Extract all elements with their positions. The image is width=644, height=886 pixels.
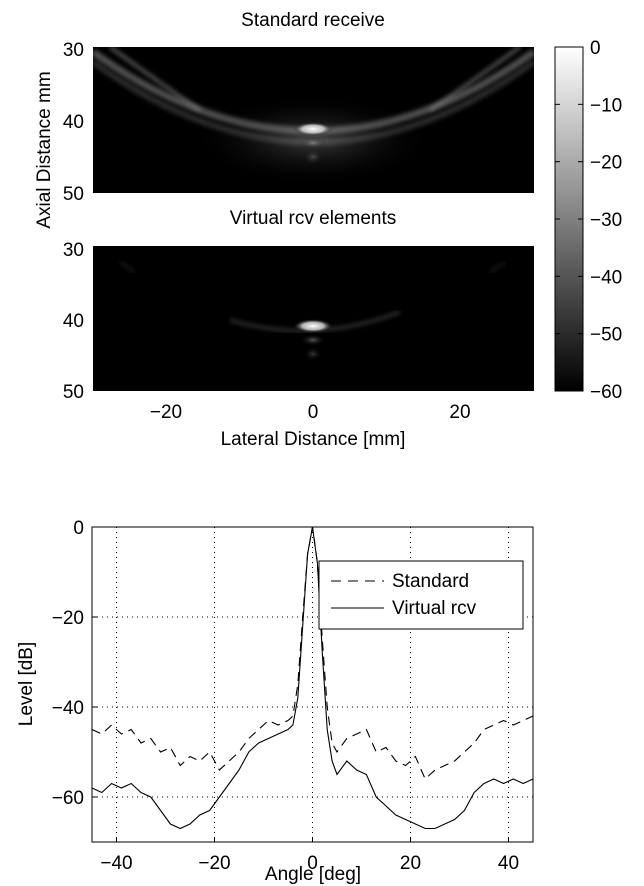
standard-receive-title: Standard receive (241, 10, 385, 31)
virtual-xtick: −20 (150, 402, 182, 423)
legend-label-virtual: Virtual rcv (392, 598, 477, 619)
virtual-rcv-features (119, 260, 506, 361)
colorbar: 0 −10 −20 −30 −40 −50 −60 (554, 38, 622, 403)
y-tick-label: −40 (52, 698, 84, 719)
legend-box (318, 560, 524, 630)
colorbar-tick-label: −10 (590, 95, 622, 116)
y-tick-label: −60 (52, 788, 84, 809)
x-tick-label: 0 (307, 853, 318, 874)
standard-ytick: 50 (63, 184, 84, 205)
virtual-ytick: 30 (63, 240, 84, 261)
standard-receive-panel: Standard receive 30 40 50 (63, 10, 534, 205)
x-tick-label: −40 (100, 853, 132, 874)
virtual-rcv-panel: Virtual rcv elements 30 40 50 −20 0 20 L… (63, 208, 534, 450)
x-tick-label: −20 (198, 853, 230, 874)
virtual-rcv-title: Virtual rcv elements (230, 208, 397, 229)
x-tick-label: 40 (498, 853, 519, 874)
series-line-virtual-rcv (91, 526, 534, 830)
axial-distance-label: Axial Distance mm (34, 71, 55, 228)
colorbar-tick-label: −20 (590, 153, 622, 174)
virtual-hot-spot (293, 319, 333, 333)
virtual-ytick: 50 (63, 382, 84, 403)
y-tick-label: −20 (52, 608, 84, 629)
colorbar-tick-label: −40 (590, 267, 622, 288)
standard-ytick: 40 (63, 112, 84, 133)
standard-ytick: 30 (63, 40, 84, 61)
legend-label-standard: Standard (392, 571, 469, 592)
y-tick-label: 0 (73, 518, 84, 539)
x-tick-labels: −40 −20 0 20 40 (100, 853, 519, 874)
virtual-ytick: 40 (63, 311, 84, 332)
standard-hot-spot (293, 122, 333, 136)
level-axis-label: Level [dB] (16, 642, 37, 727)
virtual-xtick: 0 (308, 402, 319, 423)
colorbar-tick-label: 0 (590, 38, 601, 59)
y-tick-labels: 0 −20 −40 −60 (52, 518, 84, 809)
standard-receive-features (93, 47, 534, 185)
x-tick-label: 20 (400, 853, 421, 874)
colorbar-ticks: 0 −10 −20 −30 −40 −50 −60 (555, 38, 622, 403)
colorbar-tick-label: −60 (590, 382, 622, 403)
virtual-xtick: 20 (449, 402, 470, 423)
legend: Standard Virtual rcv (318, 560, 524, 630)
lateral-distance-label: Lateral Distance [mm] (221, 429, 406, 450)
colorbar-tick-label: −30 (590, 210, 622, 231)
colorbar-tick-label: −50 (590, 325, 622, 346)
angle-axis-label: Angle [deg] (265, 864, 361, 885)
virtual-rcv-image (93, 246, 534, 391)
series-lines (91, 526, 534, 830)
profile-line-chart: 0 −20 −40 −60 −40 −20 0 20 40 Level [dB] Angle … (16, 518, 534, 885)
